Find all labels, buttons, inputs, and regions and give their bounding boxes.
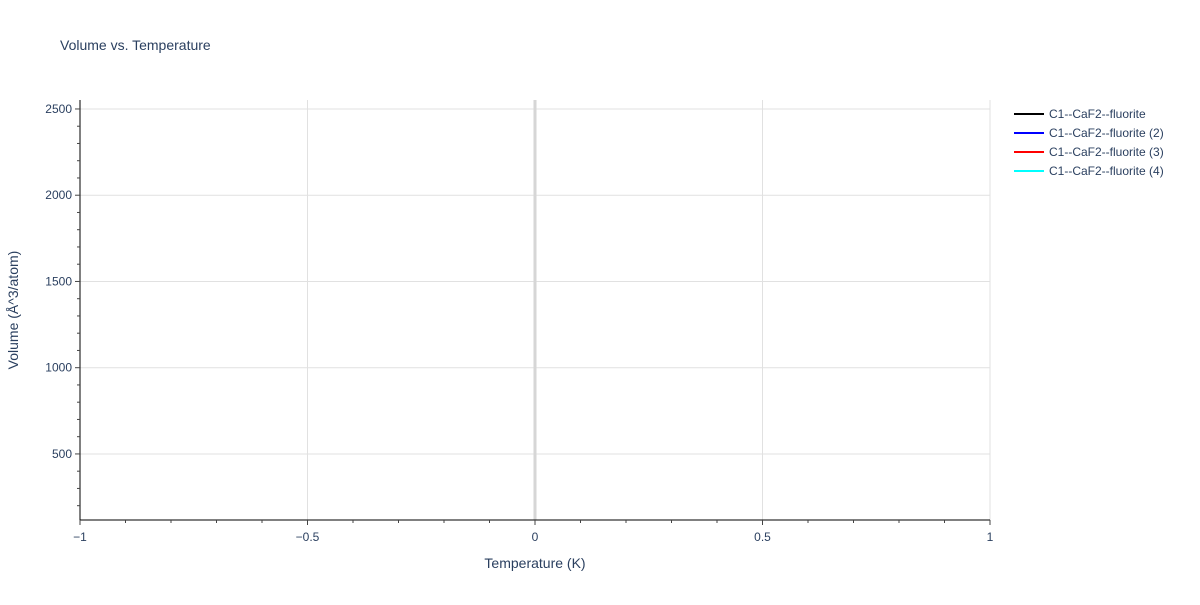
x-tick-label: 0.5: [754, 530, 771, 544]
x-tick-label: 1: [987, 530, 994, 544]
legend-entry: C1--CaF2--fluorite (3): [1049, 145, 1164, 159]
x-tick-label: 0: [532, 530, 539, 544]
chart-title: Volume vs. Temperature: [60, 37, 211, 53]
legend-entry: C1--CaF2--fluorite: [1049, 107, 1146, 121]
legend: C1--CaF2--fluorite C1--CaF2--fluorite (2)…: [1014, 107, 1164, 178]
legend-entry: C1--CaF2--fluorite (2): [1049, 126, 1164, 140]
y-tick-label: 2500: [45, 102, 72, 116]
x-tick-label: −0.5: [296, 530, 320, 544]
y-tick-label: 2000: [45, 188, 72, 202]
y-axis-label: Volume (Å^3/atom): [5, 251, 21, 370]
x-axis-label: Temperature (K): [484, 555, 585, 571]
y-tick-label: 1000: [45, 361, 72, 375]
y-tick-label: 1500: [45, 274, 72, 288]
legend-entry: C1--CaF2--fluorite (4): [1049, 164, 1164, 178]
x-tick-label: −1: [73, 530, 87, 544]
y-tick-label: 500: [52, 447, 72, 461]
